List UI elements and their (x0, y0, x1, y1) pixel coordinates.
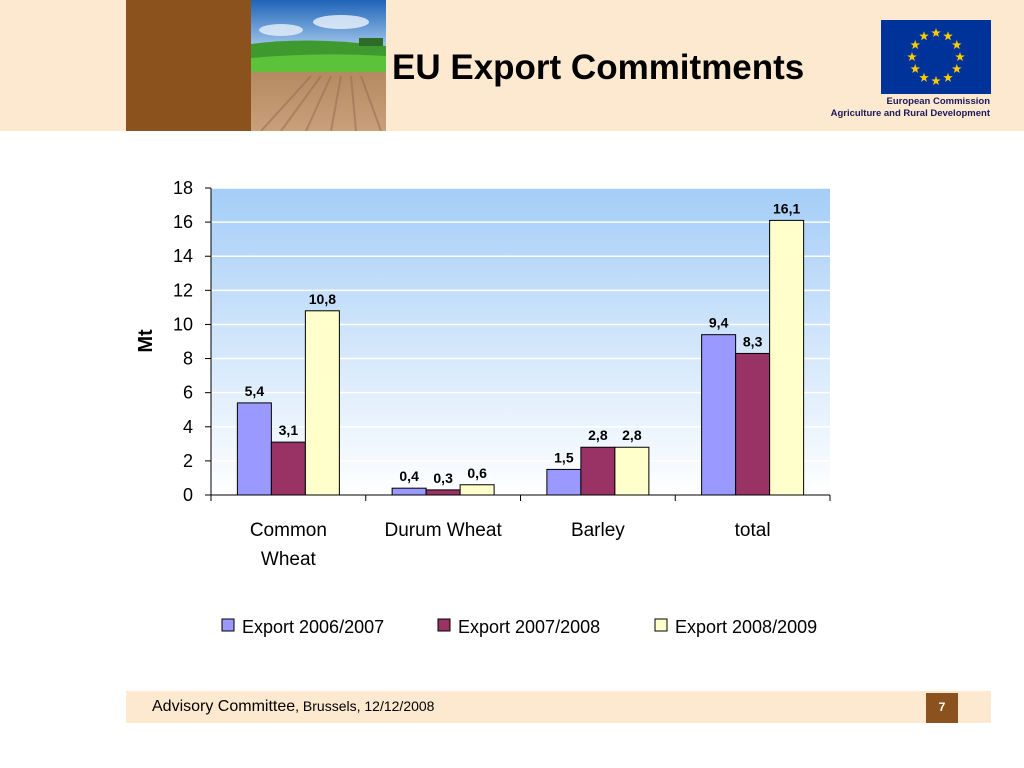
bar (580, 446, 616, 496)
y-axis-title: Mt (135, 329, 157, 353)
bar-value-label: 0,3 (433, 470, 453, 486)
legend-swatch (654, 618, 668, 632)
bar-value-label: 3,1 (279, 422, 299, 438)
eu-star-icon (952, 40, 962, 50)
brown-decor-block (126, 0, 251, 131)
eu-star-icon (919, 72, 929, 82)
eu-star-icon (955, 52, 965, 62)
legend: Export 2006/2007 Export 2007/2008 Export 2… (221, 617, 817, 637)
x-tick-label: Common Wheat (250, 520, 327, 570)
bar-value-label: 2,8 (622, 427, 642, 443)
legend-label: Export 2007/2008 (458, 617, 600, 637)
eu-star-icon (907, 52, 917, 62)
legend-swatch (221, 618, 235, 632)
slide-title: EU Export Commitments (392, 48, 805, 87)
footer-location-date: , Brussels, 12/12/2008 (295, 698, 435, 714)
bar (614, 446, 650, 496)
bar (236, 402, 272, 496)
y-tick-label: 6 (183, 383, 193, 403)
field-photo (251, 0, 386, 131)
x-tick-label: Durum Wheat (385, 520, 503, 541)
bar (391, 487, 427, 496)
y-tick-label: 14 (173, 246, 193, 266)
bar (769, 219, 805, 496)
organization-name: European Commission (886, 96, 990, 107)
x-tick-label: total (735, 520, 771, 541)
bar-value-label: 1,5 (554, 449, 574, 465)
organization-department: Agriculture and Rural Development (830, 108, 990, 119)
eu-star-icon (931, 76, 941, 86)
y-tick-label: 18 (173, 178, 193, 198)
legend-label: Export 2006/2007 (242, 617, 384, 637)
eu-star-icon (910, 40, 920, 50)
eu-star-icon (919, 31, 929, 41)
bar-value-label: 0,6 (467, 465, 487, 481)
legend-swatch (437, 618, 451, 632)
footer-bar (126, 691, 991, 723)
x-tick-label: Barley (571, 520, 625, 541)
eu-flag-logo (881, 20, 991, 94)
y-tick-label: 8 (183, 349, 193, 369)
page-number: 7 (926, 693, 958, 723)
bar-value-label: 5,4 (245, 383, 265, 399)
bar (270, 441, 306, 496)
bar (425, 489, 461, 496)
eu-star-icon (931, 28, 941, 38)
y-tick-label: 16 (173, 212, 193, 232)
bar (701, 334, 737, 496)
eu-star-icon (943, 31, 953, 41)
y-tick-label: 12 (173, 280, 193, 300)
footer-text: Advisory Committee, Brussels, 12/12/2008 (152, 698, 434, 716)
y-tick-label: 4 (183, 417, 193, 437)
bar (546, 468, 582, 496)
bar-value-label: 2,8 (588, 427, 608, 443)
bar-value-label: 16,1 (773, 200, 800, 216)
bar-value-label: 8,3 (743, 333, 763, 349)
footer-committee: Advisory Committee (152, 698, 296, 715)
bar (459, 484, 495, 496)
legend-label: Export 2008/2009 (675, 617, 817, 637)
bar-value-label: 9,4 (709, 315, 729, 331)
y-tick-label: 0 (183, 485, 193, 505)
eu-star-icon (910, 64, 920, 74)
y-tick-label: 10 (173, 314, 193, 334)
y-tick-label: 2 (183, 451, 193, 471)
bar-value-label: 0,4 (399, 468, 419, 484)
bar (735, 352, 771, 496)
bar-value-label: 10,8 (309, 291, 336, 307)
eu-star-icon (943, 72, 953, 82)
bar (304, 310, 340, 496)
eu-star-icon (952, 64, 962, 74)
